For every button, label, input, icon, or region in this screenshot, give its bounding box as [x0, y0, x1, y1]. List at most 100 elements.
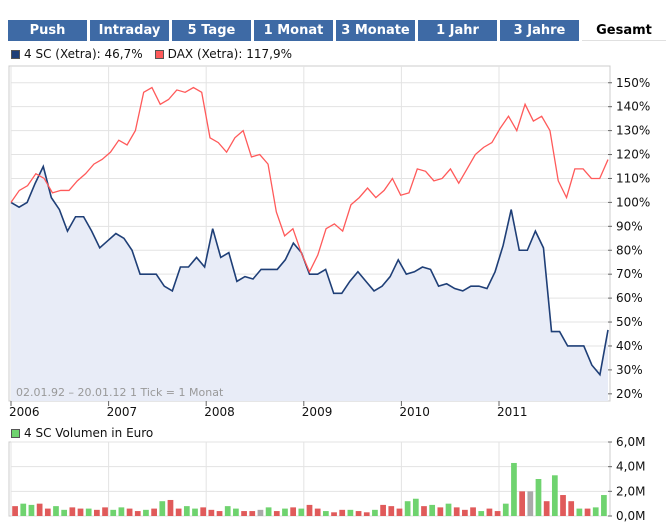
volume-bar	[241, 511, 247, 516]
volume-bar	[216, 511, 223, 516]
volume-bar	[249, 511, 256, 516]
tab-1-jahr[interactable]: 1 Jahr	[418, 20, 497, 41]
volume-plot-area	[8, 441, 611, 517]
volume-bar	[412, 498, 419, 516]
x-tick-label: 2008	[204, 405, 235, 419]
volume-bar	[61, 509, 68, 516]
tab-3-monate[interactable]: 3 Monate	[336, 20, 415, 41]
volume-bar	[502, 503, 509, 516]
x-tick-label: 2010	[399, 405, 430, 419]
period-tabs: Push Intraday 5 Tage 1 Monat 3 Monate 1 …	[8, 20, 671, 41]
tab-push[interactable]: Push	[8, 20, 87, 41]
volume-bar	[151, 508, 157, 516]
chart-legend: 4 SC (Xetra): 46,7% DAX (Xetra): 117,9%	[11, 46, 304, 62]
tab-3-jahre[interactable]: 3 Jahre	[500, 20, 579, 41]
volume-bar	[355, 511, 362, 516]
y-tick-label: 90%	[616, 219, 643, 233]
volume-bar	[265, 507, 272, 516]
y-tick-label: 4,0M	[616, 460, 645, 474]
volume-bar	[159, 501, 166, 516]
volume-bar	[273, 511, 280, 516]
volume-bar	[527, 491, 534, 516]
volume-bar	[175, 508, 182, 516]
volume-bar	[282, 508, 288, 516]
y-tick-label: 150%	[616, 76, 650, 90]
volume-bar	[576, 508, 583, 516]
volume-bar	[94, 509, 100, 516]
volume-bar	[543, 501, 550, 516]
volume-bar	[143, 509, 149, 516]
y-tick-label: 110%	[616, 171, 650, 185]
volume-bar	[85, 508, 92, 516]
volume-bar	[404, 501, 411, 516]
tab-gesamt[interactable]: Gesamt	[582, 20, 666, 41]
volume-bar	[462, 509, 468, 516]
volume-bar	[592, 507, 599, 516]
volume-bar	[314, 508, 321, 516]
sc-area-fill	[11, 166, 608, 401]
volume-bar	[183, 506, 190, 516]
volume-bar	[584, 508, 591, 516]
y-tick-label: 60%	[616, 291, 643, 305]
volume-bar	[20, 503, 27, 516]
y-tick-label: 130%	[616, 124, 650, 138]
volume-bar	[290, 507, 297, 516]
volume-bar	[486, 508, 493, 516]
volume-bar	[535, 479, 542, 516]
volume-bar	[77, 508, 84, 516]
y-tick-label: 30%	[616, 363, 643, 377]
tab-1-monat[interactable]: 1 Monat	[254, 20, 333, 41]
volume-bar	[257, 509, 264, 516]
volume-bar	[421, 506, 427, 516]
volume-bar	[110, 509, 117, 516]
volume-bar	[298, 508, 305, 516]
volume-bar	[28, 504, 35, 516]
volume-bar	[339, 509, 346, 516]
x-tick-label: 2009	[302, 405, 333, 419]
volume-bars	[12, 462, 607, 516]
volume-bar	[331, 512, 337, 516]
tab-intraday[interactable]: Intraday	[90, 20, 169, 41]
volume-bar	[233, 508, 239, 516]
volume-bar	[511, 462, 517, 516]
volume-bar	[445, 503, 452, 516]
price-x-axis: 2006 2007 2008 2009 2010 2011	[9, 401, 528, 419]
y-tick-label: 0,0M	[616, 509, 645, 523]
volume-bar	[322, 511, 329, 516]
volume-bar	[12, 506, 18, 516]
legend-swatch-4sc	[11, 49, 20, 59]
volume-bar	[53, 506, 59, 516]
y-tick-label: 6,0M	[616, 435, 645, 449]
volume-bar	[306, 504, 313, 516]
volume-bar	[118, 507, 125, 516]
volume-bar	[167, 499, 174, 516]
price-y-axis: 20% 30% 40% 50% 60% 70% 80% 90% 100% 110% 120% 130%…	[608, 76, 650, 401]
legend-item-dax[interactable]: DAX (Xetra): 117,9%	[154, 47, 292, 61]
y-tick-label: 100%	[616, 195, 650, 209]
series-line-dax	[10, 86, 609, 274]
y-tick-label: 50%	[616, 315, 643, 329]
volume-bar	[478, 511, 485, 516]
volume-bar	[126, 508, 133, 516]
volume-bar	[437, 507, 444, 516]
y-tick-label: 140%	[616, 100, 650, 114]
volume-bar	[134, 511, 141, 516]
volume-bar	[453, 507, 460, 516]
volume-bar	[372, 509, 378, 516]
volume-bar	[192, 508, 198, 516]
volume-bar	[551, 475, 558, 516]
legend-swatch-volume	[11, 428, 20, 438]
tab-5-tage[interactable]: 5 Tage	[172, 20, 251, 41]
volume-bar	[347, 509, 354, 516]
volume-bar	[601, 495, 607, 516]
series-line-4sc	[10, 164, 609, 377]
volume-bar	[363, 512, 370, 516]
volume-bar	[200, 507, 207, 516]
volume-bar	[102, 507, 108, 516]
legend-item-4sc[interactable]: 4 SC (Xetra): 46,7%	[11, 47, 143, 61]
y-tick-label: 120%	[616, 148, 650, 162]
legend-swatch-dax	[154, 49, 164, 59]
volume-bar	[470, 507, 476, 516]
volume-bar	[494, 511, 501, 516]
